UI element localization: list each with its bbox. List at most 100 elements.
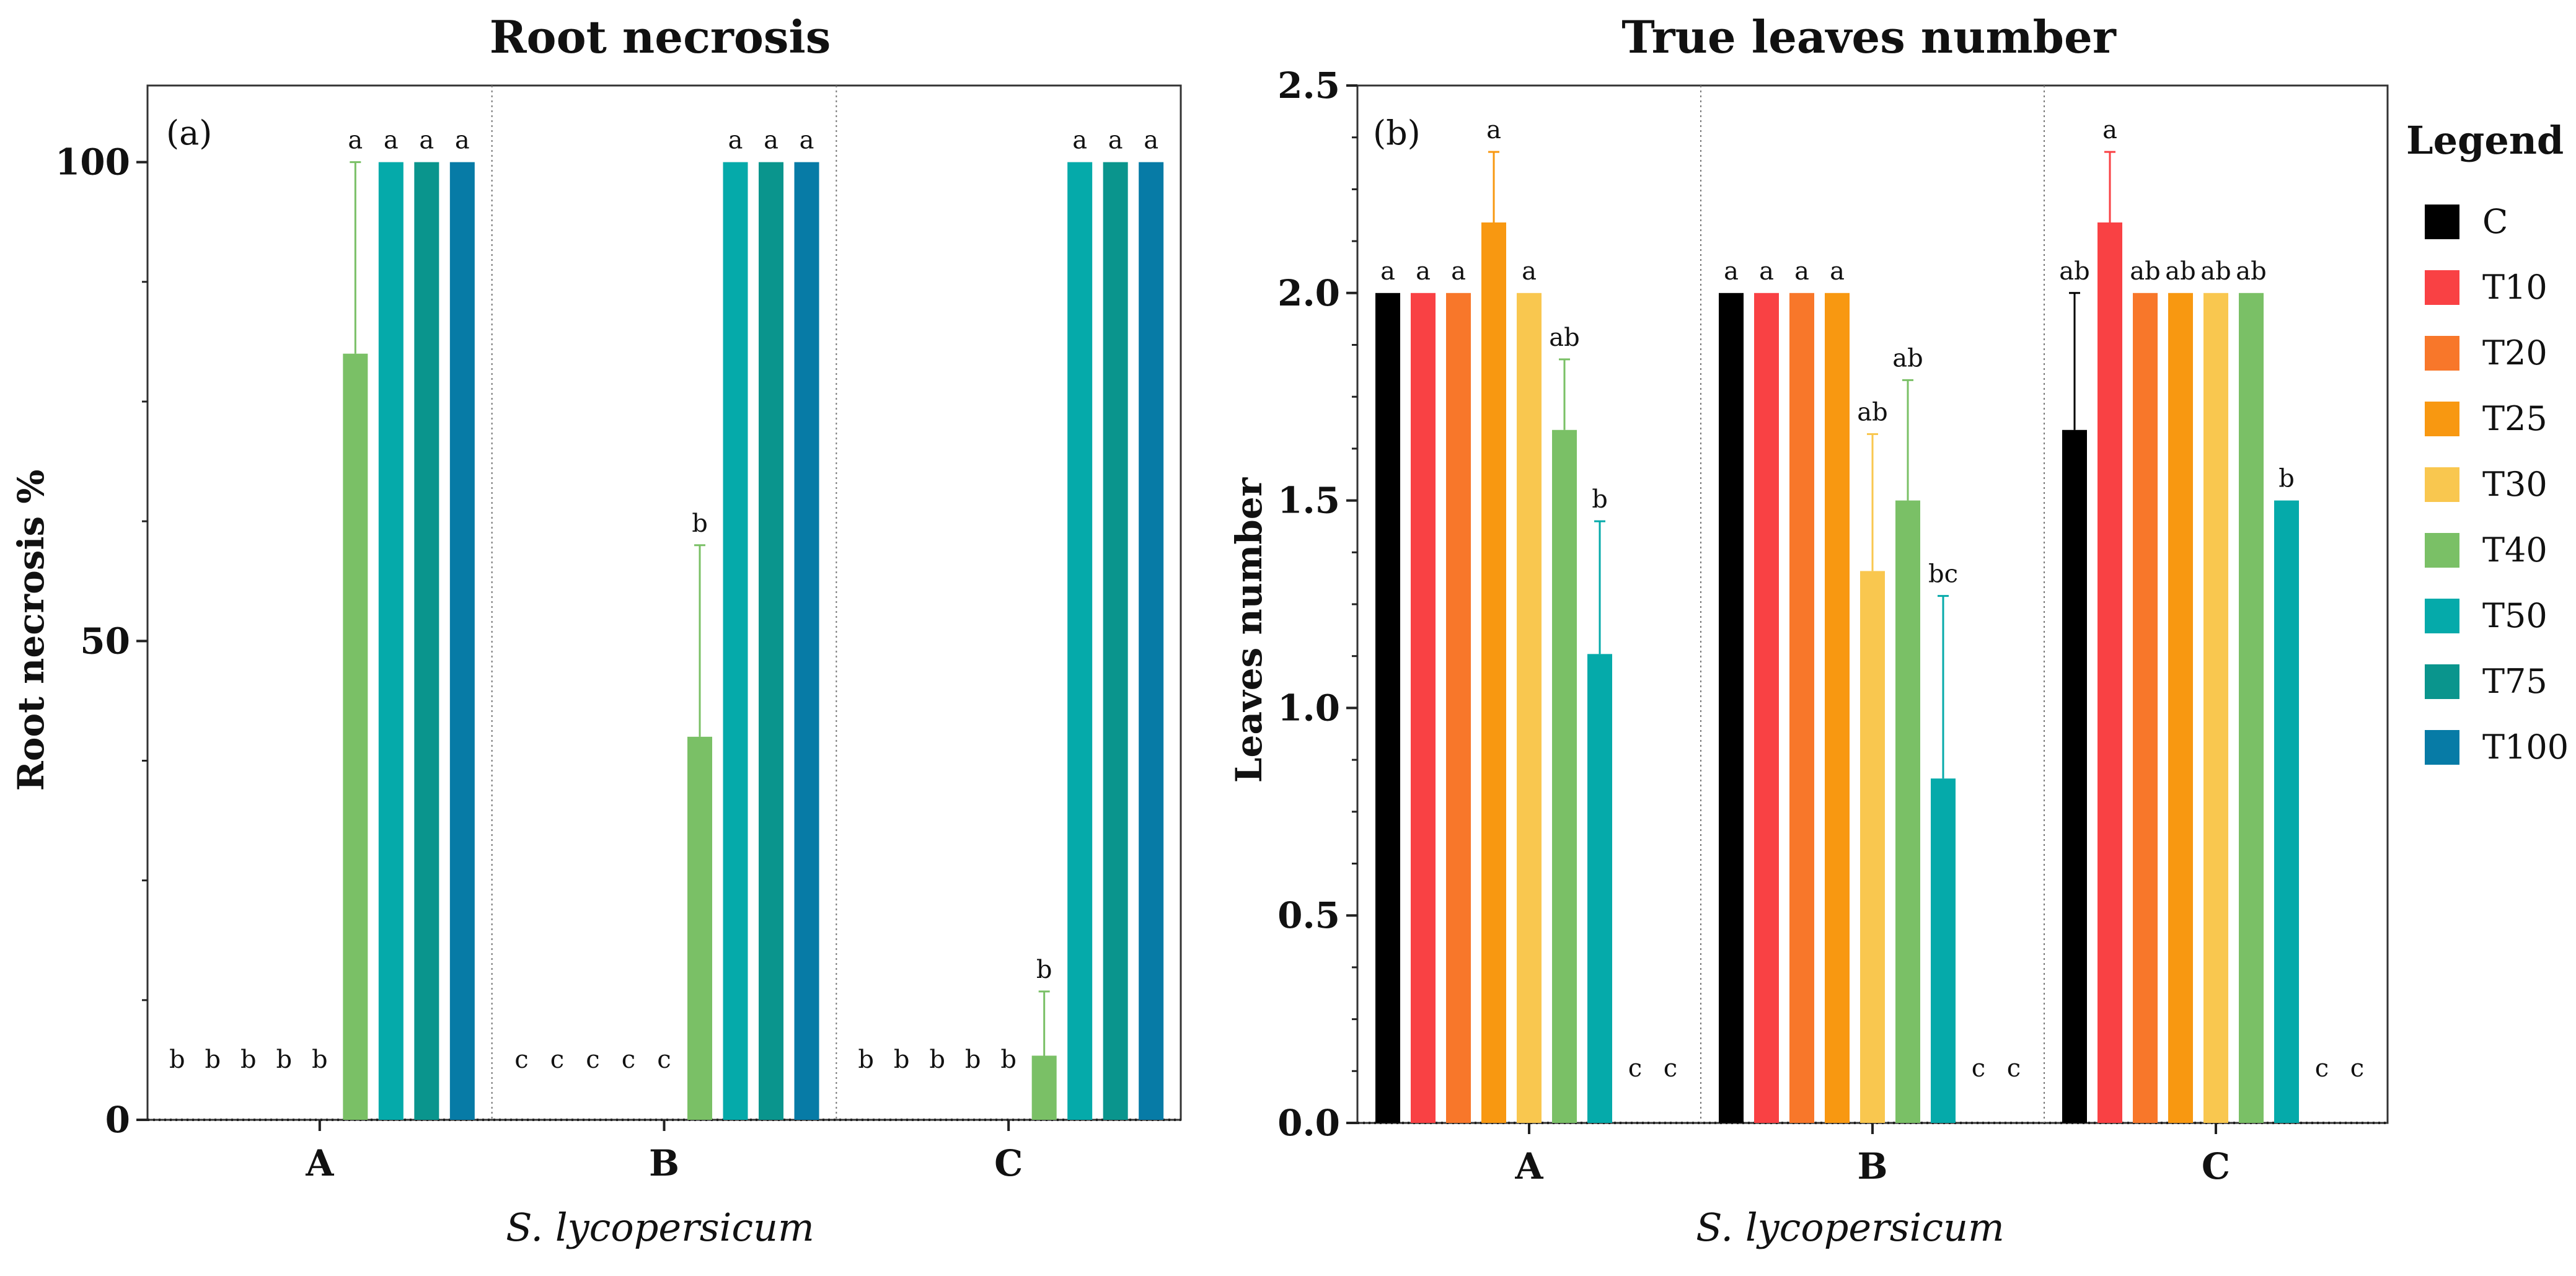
chart-a-sig-letter-A-T100: a: [455, 126, 470, 155]
chart-a-sig-letter-B-T50: a: [728, 126, 743, 155]
chart-b-sig-letter-B-T100: c: [2007, 1054, 2021, 1083]
chart-a-ytick-label: 0: [105, 1099, 130, 1141]
legend-label-C: C: [2482, 202, 2508, 241]
chart-a-bar-B-T75: [759, 162, 783, 1120]
chart-a-sig-letter-C-T10: b: [894, 1045, 910, 1074]
chart-b-xtick-label: A: [1514, 1145, 1543, 1187]
chart-b-bar-C-T20: [2133, 293, 2158, 1123]
chart-a-sig-letter-A-T30: b: [312, 1045, 328, 1074]
chart-a-sig-letter-A-T40: a: [348, 126, 363, 155]
chart-a-sig-letter-B-T10: c: [550, 1045, 564, 1074]
chart-b-xlabel: S. lycopersicum: [1696, 1205, 2005, 1250]
legend-swatch-T30: [2425, 467, 2459, 502]
chart-a-sig-letter-B-T20: c: [586, 1045, 599, 1074]
chart-b-sig-letter-C-T75: c: [2315, 1054, 2329, 1083]
chart-b-sig-letter-A-T10: a: [1416, 257, 1431, 286]
chart-b-panel-label: (b): [1373, 113, 1421, 152]
legend-items: C T10 T20 T25 T30 T40 T50 T75 T100: [2425, 202, 2569, 767]
chart-b-xtick-label: B: [1857, 1145, 1887, 1187]
chart-a-panel-label: (a): [166, 113, 212, 152]
chart-a-xtick-label: A: [305, 1142, 334, 1184]
chart-b-sig-letter-C-C: ab: [2059, 257, 2089, 286]
chart-root-necrosis: Root necrosis (a) Root necrosis % S. lyc…: [10, 11, 1182, 1250]
chart-b-bar-C-T10: [2097, 222, 2122, 1123]
chart-b-sig-letter-B-T30: ab: [1857, 398, 1887, 426]
chart-b-bar-C-T25: [2168, 293, 2193, 1123]
legend-label-T40: T40: [2482, 530, 2547, 570]
chart-a-bar-C-T40: [1031, 1055, 1057, 1120]
chart-b-ytick-label: 1.5: [1277, 480, 1340, 522]
legend-label-T75: T75: [2482, 662, 2547, 701]
chart-b-bar-B-T10: [1754, 293, 1779, 1123]
chart-a-sig-letter-C-C: b: [858, 1045, 874, 1074]
legend-swatch-T20: [2425, 336, 2459, 371]
chart-b-sig-letter-B-T50: bc: [1928, 560, 1958, 589]
chart-a-sig-letter-C-T75: a: [1108, 126, 1123, 155]
chart-b-sig-letter-A-T25: a: [1486, 116, 1501, 144]
chart-b-sig-letter-C-T40: ab: [2236, 257, 2266, 286]
legend-swatch-C: [2425, 205, 2459, 239]
chart-b-bar-B-C: [1719, 293, 1744, 1123]
chart-b-bar-A-T20: [1446, 293, 1471, 1123]
chart-a-sig-letter-C-T20: b: [929, 1045, 945, 1074]
chart-b-bar-C-T50: [2274, 500, 2299, 1123]
chart-b-ytick-label: 0.0: [1277, 1102, 1340, 1144]
chart-b-ytick-label: 2.0: [1277, 272, 1340, 314]
chart-b-sig-letter-C-T100: c: [2350, 1054, 2364, 1083]
chart-b-bar-A-T25: [1481, 222, 1506, 1123]
legend-title: Legend: [2406, 118, 2564, 163]
legend-label-T20: T20: [2482, 333, 2547, 372]
chart-a-sig-letter-A-T25: b: [276, 1045, 293, 1074]
chart-b-sig-letter-A-T100: c: [1664, 1054, 1677, 1083]
chart-a-bar-A-T75: [414, 162, 439, 1120]
chart-b-sig-letter-C-T20: ab: [2130, 257, 2160, 286]
chart-b-bar-A-T50: [1587, 654, 1612, 1123]
chart-a-sig-letter-B-T25: c: [622, 1045, 635, 1074]
chart-a-bar-B-T100: [794, 162, 819, 1120]
chart-b-bar-A-C: [1375, 293, 1400, 1123]
legend-swatch-T40: [2425, 533, 2459, 568]
chart-a-bar-C-T100: [1139, 162, 1164, 1120]
legend-label-T30: T30: [2482, 465, 2547, 504]
chart-b-sig-letter-C-T10: a: [2102, 116, 2117, 144]
chart-a-bar-B-T40: [687, 736, 712, 1120]
chart-a-sig-letter-A-C: b: [169, 1045, 185, 1074]
chart-a-ytick-label: 100: [55, 141, 130, 183]
chart-a-sig-letter-B-C: c: [514, 1045, 528, 1074]
chart-b-sig-letter-A-T75: c: [1628, 1054, 1642, 1083]
chart-a-sig-letter-A-T20: b: [240, 1045, 257, 1074]
chart-b-bar-A-T10: [1411, 293, 1436, 1123]
chart-a-sig-letter-C-T30: b: [1000, 1045, 1017, 1074]
chart-b-bar-A-T30: [1517, 293, 1542, 1123]
chart-a-sig-letter-C-T50: a: [1072, 126, 1087, 155]
chart-a-sig-letter-A-T50: a: [384, 126, 399, 155]
legend: Legend C T10 T20 T25 T30 T40 T50 T75 T100: [2406, 118, 2569, 767]
legend-swatch-T10: [2425, 270, 2459, 305]
chart-b-bar-C-C: [2062, 429, 2087, 1123]
chart-b-bar-A-T40: [1552, 429, 1577, 1123]
legend-swatch-T50: [2425, 599, 2459, 633]
chart-b-sig-letter-B-T10: a: [1759, 257, 1774, 286]
legend-label-T25: T25: [2482, 399, 2547, 438]
chart-a-sig-letter-B-T40: b: [692, 509, 708, 538]
chart-a-plot-frame: [146, 84, 1182, 1121]
chart-b-sig-letter-A-C: a: [1380, 257, 1395, 286]
chart-b-xtick-label: C: [2202, 1145, 2230, 1187]
chart-b-bar-C-T30: [2203, 293, 2228, 1123]
chart-b-ytick-label: 1.0: [1277, 687, 1340, 729]
chart-a-sig-letter-C-T40: b: [1036, 956, 1052, 984]
legend-swatch-T100: [2425, 730, 2459, 765]
chart-a-xtick-label: C: [994, 1142, 1023, 1184]
legend-label-T50: T50: [2482, 596, 2547, 635]
chart-true-leaves: True leaves number (b) Leaves number S. …: [1228, 11, 2389, 1250]
chart-b-sig-letter-A-T20: a: [1451, 257, 1466, 286]
chart-b-sig-letter-C-T50: b: [2278, 465, 2295, 493]
chart-a-bar-B-T50: [723, 162, 748, 1120]
chart-b-sig-letter-B-T40: ab: [1892, 344, 1923, 372]
chart-b-sig-letter-B-T20: a: [1794, 257, 1809, 286]
chart-b-sig-letter-A-T50: b: [1592, 485, 1608, 514]
chart-a-bar-C-T50: [1067, 162, 1093, 1120]
chart-a-title: Root necrosis: [490, 11, 831, 63]
